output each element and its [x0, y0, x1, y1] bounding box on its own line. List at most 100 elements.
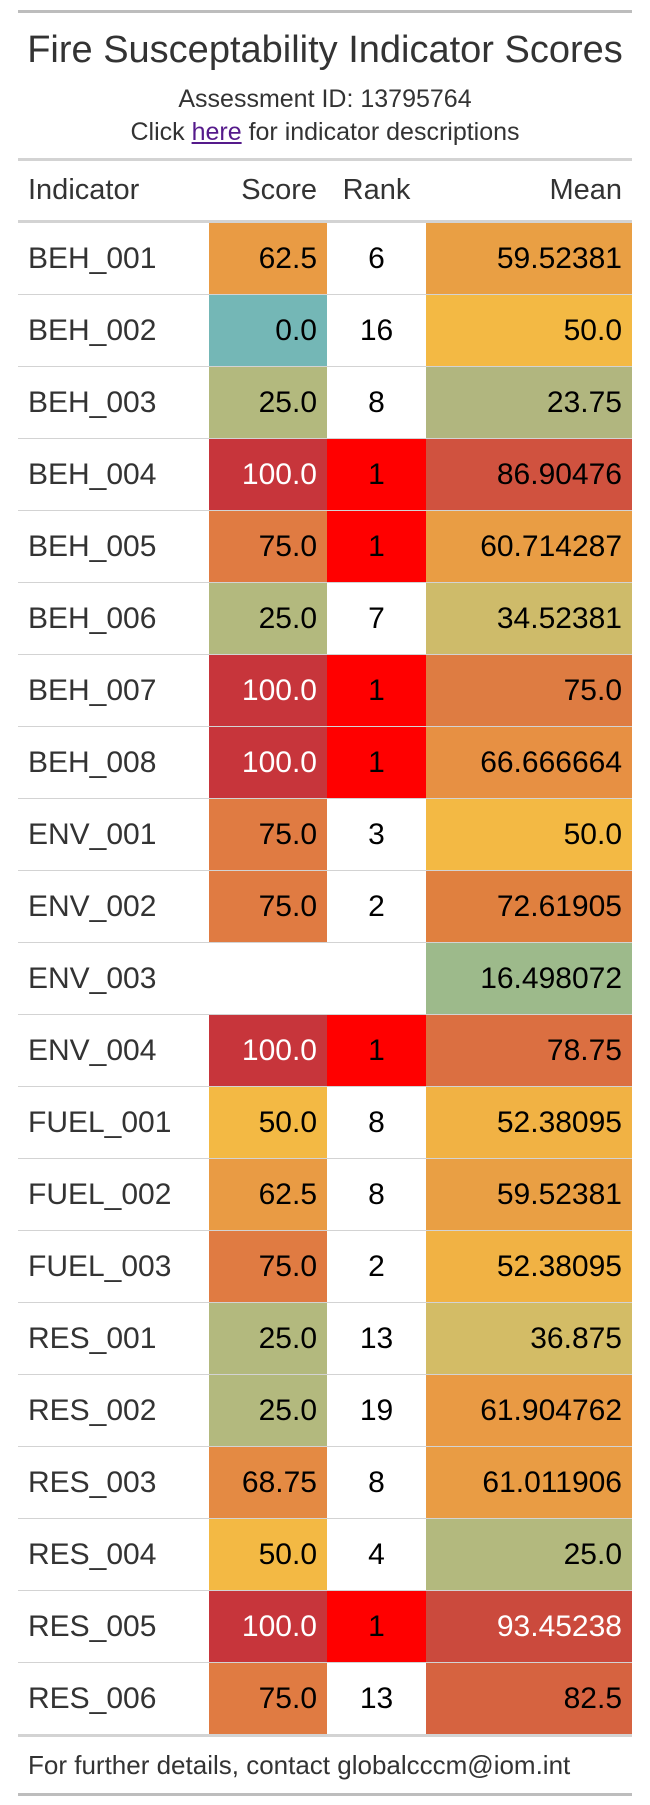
- rank-cell: 16: [327, 294, 426, 367]
- mean-cell: 34.52381: [426, 582, 632, 655]
- score-cell: 75.0: [209, 510, 327, 583]
- indicator-cell: BEH_004: [18, 438, 209, 511]
- table-row: BEH_007 100.0 1 75.0: [18, 654, 632, 727]
- indicator-cell: BEH_008: [18, 726, 209, 799]
- table-row: RES_003 68.75 8 61.011906: [18, 1446, 632, 1519]
- indicator-cell: ENV_003: [18, 942, 209, 1015]
- score-cell: 62.5: [209, 221, 327, 295]
- mean-cell: 36.875: [426, 1302, 632, 1375]
- indicator-cell: BEH_001: [18, 221, 209, 295]
- top-rule: [18, 10, 632, 13]
- mean-cell: 16.498072: [426, 942, 632, 1015]
- mean-cell: 82.5: [426, 1662, 632, 1734]
- mean-cell: 61.011906: [426, 1446, 632, 1519]
- indicator-cell: ENV_001: [18, 798, 209, 871]
- score-cell: 68.75: [209, 1446, 327, 1519]
- score-cell: 25.0: [209, 366, 327, 439]
- mean-cell: 50.0: [426, 798, 632, 871]
- rank-cell: 1: [327, 438, 426, 511]
- score-cell: 75.0: [209, 798, 327, 871]
- score-cell: 25.0: [209, 1374, 327, 1447]
- rank-cell: 2: [327, 870, 426, 943]
- rank-cell: 1: [327, 1014, 426, 1087]
- score-cell: 25.0: [209, 582, 327, 655]
- table-row: ENV_001 75.0 3 50.0: [18, 798, 632, 871]
- score-cell: 100.0: [209, 438, 327, 511]
- indicator-cell: BEH_002: [18, 294, 209, 367]
- indicator-cell: FUEL_002: [18, 1158, 209, 1231]
- table-row: FUEL_002 62.5 8 59.52381: [18, 1158, 632, 1231]
- indicator-cell: ENV_002: [18, 870, 209, 943]
- col-header-rank: Rank: [327, 161, 426, 223]
- scores-table: Indicator Score Rank Mean BEH_001 62.5 6 59…: [18, 161, 632, 1734]
- rank-cell: 2: [327, 1230, 426, 1303]
- mean-cell: 93.45238: [426, 1590, 632, 1663]
- rank-cell: 1: [327, 726, 426, 799]
- indicator-cell: BEH_003: [18, 366, 209, 439]
- table-row: BEH_002 0.0 16 50.0: [18, 294, 632, 367]
- description-line: Click here for indicator descriptions: [18, 116, 632, 149]
- score-cell: 75.0: [209, 1230, 327, 1303]
- table-row: FUEL_003 75.0 2 52.38095: [18, 1230, 632, 1303]
- score-cell: 50.0: [209, 1086, 327, 1159]
- rank-cell: 8: [327, 1158, 426, 1231]
- table-row: BEH_006 25.0 7 34.52381: [18, 582, 632, 655]
- col-header-indicator: Indicator: [18, 161, 209, 223]
- descriptions-link[interactable]: here: [191, 118, 242, 146]
- table-row: BEH_003 25.0 8 23.75: [18, 366, 632, 439]
- indicator-cell: BEH_007: [18, 654, 209, 727]
- indicator-cell: RES_006: [18, 1662, 209, 1734]
- rank-cell: 6: [327, 221, 426, 295]
- table-row: FUEL_001 50.0 8 52.38095: [18, 1086, 632, 1159]
- col-header-score: Score: [209, 161, 327, 223]
- description-prefix: Click: [130, 118, 192, 146]
- rank-cell: 8: [327, 1446, 426, 1519]
- rank-cell: 4: [327, 1518, 426, 1591]
- assessment-id: Assessment ID: 13795764: [178, 85, 472, 113]
- table-row: ENV_004 100.0 1 78.75: [18, 1014, 632, 1087]
- indicator-cell: FUEL_001: [18, 1086, 209, 1159]
- header-row: Indicator Score Rank Mean: [18, 161, 632, 223]
- rank-cell: 1: [327, 654, 426, 727]
- mean-cell: 75.0: [426, 654, 632, 727]
- rank-cell: 8: [327, 366, 426, 439]
- table-row: BEH_005 75.0 1 60.714287: [18, 510, 632, 583]
- report-table-container: Fire Susceptability Indicator Scores Ass…: [18, 10, 632, 1796]
- table-row: RES_001 25.0 13 36.875: [18, 1302, 632, 1375]
- table-row: BEH_004 100.0 1 86.90476: [18, 438, 632, 511]
- table-row: RES_006 75.0 13 82.5: [18, 1662, 632, 1734]
- score-cell: 100.0: [209, 726, 327, 799]
- rank-cell: 19: [327, 1374, 426, 1447]
- col-header-mean: Mean: [426, 161, 632, 223]
- mean-cell: 61.904762: [426, 1374, 632, 1447]
- score-cell: [209, 942, 327, 1015]
- rank-cell: 3: [327, 798, 426, 871]
- indicator-cell: RES_002: [18, 1374, 209, 1447]
- mean-cell: 23.75: [426, 366, 632, 439]
- description-suffix: for indicator descriptions: [241, 118, 520, 146]
- mean-cell: 52.38095: [426, 1230, 632, 1303]
- rank-cell: 13: [327, 1302, 426, 1375]
- table-title: Fire Susceptability Indicator Scores: [27, 29, 623, 71]
- mean-cell: 25.0: [426, 1518, 632, 1591]
- score-cell: 100.0: [209, 1014, 327, 1087]
- indicator-cell: RES_001: [18, 1302, 209, 1375]
- mean-cell: 50.0: [426, 294, 632, 367]
- table-row: BEH_001 62.5 6 59.52381: [18, 221, 632, 295]
- rank-cell: 8: [327, 1086, 426, 1159]
- score-cell: 75.0: [209, 1662, 327, 1734]
- indicator-cell: BEH_005: [18, 510, 209, 583]
- indicator-cell: RES_005: [18, 1590, 209, 1663]
- rank-cell: 7: [327, 582, 426, 655]
- mean-cell: 78.75: [426, 1014, 632, 1087]
- table-row: ENV_003 16.498072: [18, 942, 632, 1015]
- indicator-cell: RES_003: [18, 1446, 209, 1519]
- mean-cell: 72.61905: [426, 870, 632, 943]
- score-cell: 75.0: [209, 870, 327, 943]
- header-rule: [18, 158, 632, 161]
- mean-cell: 86.90476: [426, 438, 632, 511]
- indicator-cell: BEH_006: [18, 582, 209, 655]
- table-row: RES_002 25.0 19 61.904762: [18, 1374, 632, 1447]
- table-row: BEH_008 100.0 1 66.666664: [18, 726, 632, 799]
- rank-cell: 1: [327, 1590, 426, 1663]
